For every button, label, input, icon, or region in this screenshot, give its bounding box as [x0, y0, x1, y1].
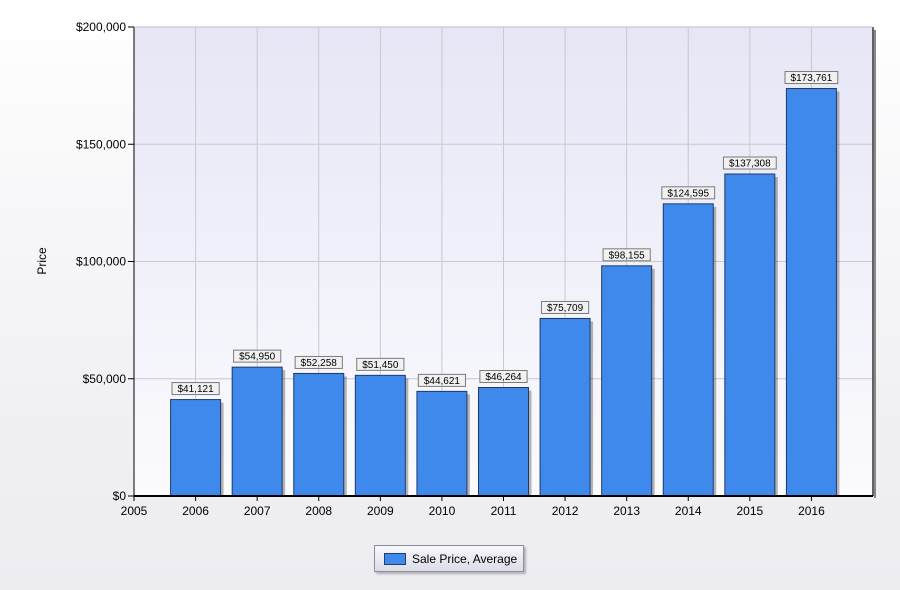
y-axis-label: Price	[35, 247, 49, 275]
bar	[724, 173, 776, 497]
data-label: $137,308	[729, 159, 771, 170]
x-tick-labels: 2005 2006 2007 2008 2009 2010 2011 2012 2013 2014…	[121, 504, 825, 518]
x-tick-label: 2011	[491, 504, 517, 518]
x-tick-label: 2006	[182, 504, 209, 518]
bars	[170, 88, 840, 497]
bar	[478, 387, 529, 497]
x-tick-label: 2013	[613, 504, 640, 518]
y-tick-label: $100,000	[76, 255, 126, 269]
x-tick-label: 2005	[121, 504, 148, 518]
bar	[231, 366, 283, 497]
data-label: $44,621	[424, 376, 461, 387]
legend-swatch	[384, 552, 406, 565]
data-label-box	[479, 370, 528, 384]
bar	[293, 372, 345, 497]
data-label-box	[540, 300, 590, 314]
data-label: $124,595	[667, 188, 709, 199]
data-label-box	[356, 357, 405, 371]
bar	[416, 390, 468, 497]
data-label: $173,761	[791, 73, 833, 84]
bar	[539, 317, 591, 497]
x-tick-label: 2012	[552, 504, 579, 518]
x-tick-label: 2008	[305, 504, 332, 518]
data-label: $75,709	[547, 303, 584, 314]
bar	[601, 265, 653, 497]
y-tick-label: $200,000	[76, 20, 126, 34]
legend-label: Sale Price, Average	[412, 551, 518, 566]
bar	[354, 374, 406, 497]
bar	[662, 203, 714, 497]
y-tick-label: $0	[113, 489, 127, 503]
x-tick-label: 2007	[244, 504, 271, 518]
legend: Sale Price, Average	[374, 545, 524, 572]
data-label: $52,258	[301, 358, 338, 369]
x-tick-label: 2009	[367, 504, 394, 518]
data-label-box	[233, 349, 282, 363]
y-tick-label: $150,000	[76, 137, 126, 151]
axes	[128, 26, 876, 501]
data-label-box	[722, 156, 777, 170]
data-label-box	[661, 186, 716, 200]
x-tick-label: 2014	[675, 504, 702, 518]
data-label-box	[171, 382, 220, 396]
y-tick-labels: $0 $50,000 $100,000 $150,000 $200,000	[76, 20, 126, 503]
data-label: $51,450	[362, 360, 399, 371]
bar	[170, 399, 222, 497]
data-label: $46,264	[485, 372, 522, 383]
x-tick-label: 2015	[736, 504, 763, 518]
data-label-box	[602, 248, 651, 262]
data-label-box	[417, 373, 467, 387]
data-label-box	[784, 71, 839, 85]
data-label: $41,121	[178, 384, 215, 395]
x-tick-label: 2016	[798, 504, 825, 518]
bar	[785, 88, 837, 497]
y-tick-label: $50,000	[83, 372, 127, 386]
data-label-box	[294, 355, 343, 369]
data-label: $98,155	[609, 250, 646, 261]
data-labels: $41,121 $54,950 $52,258 $51,450 $44,621 $46,2…	[171, 71, 839, 396]
data-label: $54,950	[239, 352, 276, 363]
x-tick-label: 2010	[429, 504, 456, 518]
